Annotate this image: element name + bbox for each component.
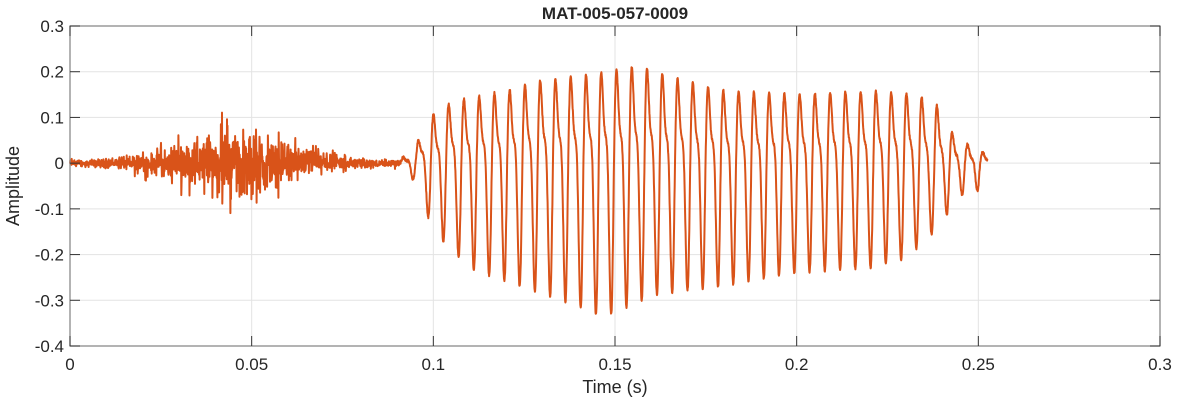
- x-tick-label: 0.05: [235, 355, 268, 374]
- waveform-line: [69, 66, 989, 315]
- x-tick-label: 0.2: [785, 355, 809, 374]
- x-tick-label: 0.25: [962, 355, 995, 374]
- x-tick-label: 0.3: [1148, 355, 1172, 374]
- plot-area: [69, 66, 989, 315]
- x-axis-label: Time (s): [582, 377, 647, 397]
- y-tick-label: 0.2: [40, 63, 64, 82]
- y-tick-label: 0.1: [40, 108, 64, 127]
- x-tick-label: 0.1: [422, 355, 446, 374]
- y-tick-label: -0.1: [35, 200, 64, 219]
- x-tick-label: 0: [65, 355, 74, 374]
- y-tick-label: -0.4: [35, 337, 64, 356]
- y-tick-label: -0.3: [35, 291, 64, 310]
- y-tick-label: 0: [55, 154, 64, 173]
- ticks: 0 0.05 0.1 0.15 0.2 0.25 0.3 0.3 0.2 0.1 0 -0.1 -0.2…: [35, 17, 1172, 374]
- y-tick-label: 0.3: [40, 17, 64, 36]
- x-tick-label: 0.15: [598, 355, 631, 374]
- y-tick-label: -0.2: [35, 246, 64, 265]
- grid: [69, 25, 1161, 347]
- chart-title: MAT-005-057-0009: [542, 4, 688, 23]
- y-axis-label: Amplitude: [3, 146, 23, 226]
